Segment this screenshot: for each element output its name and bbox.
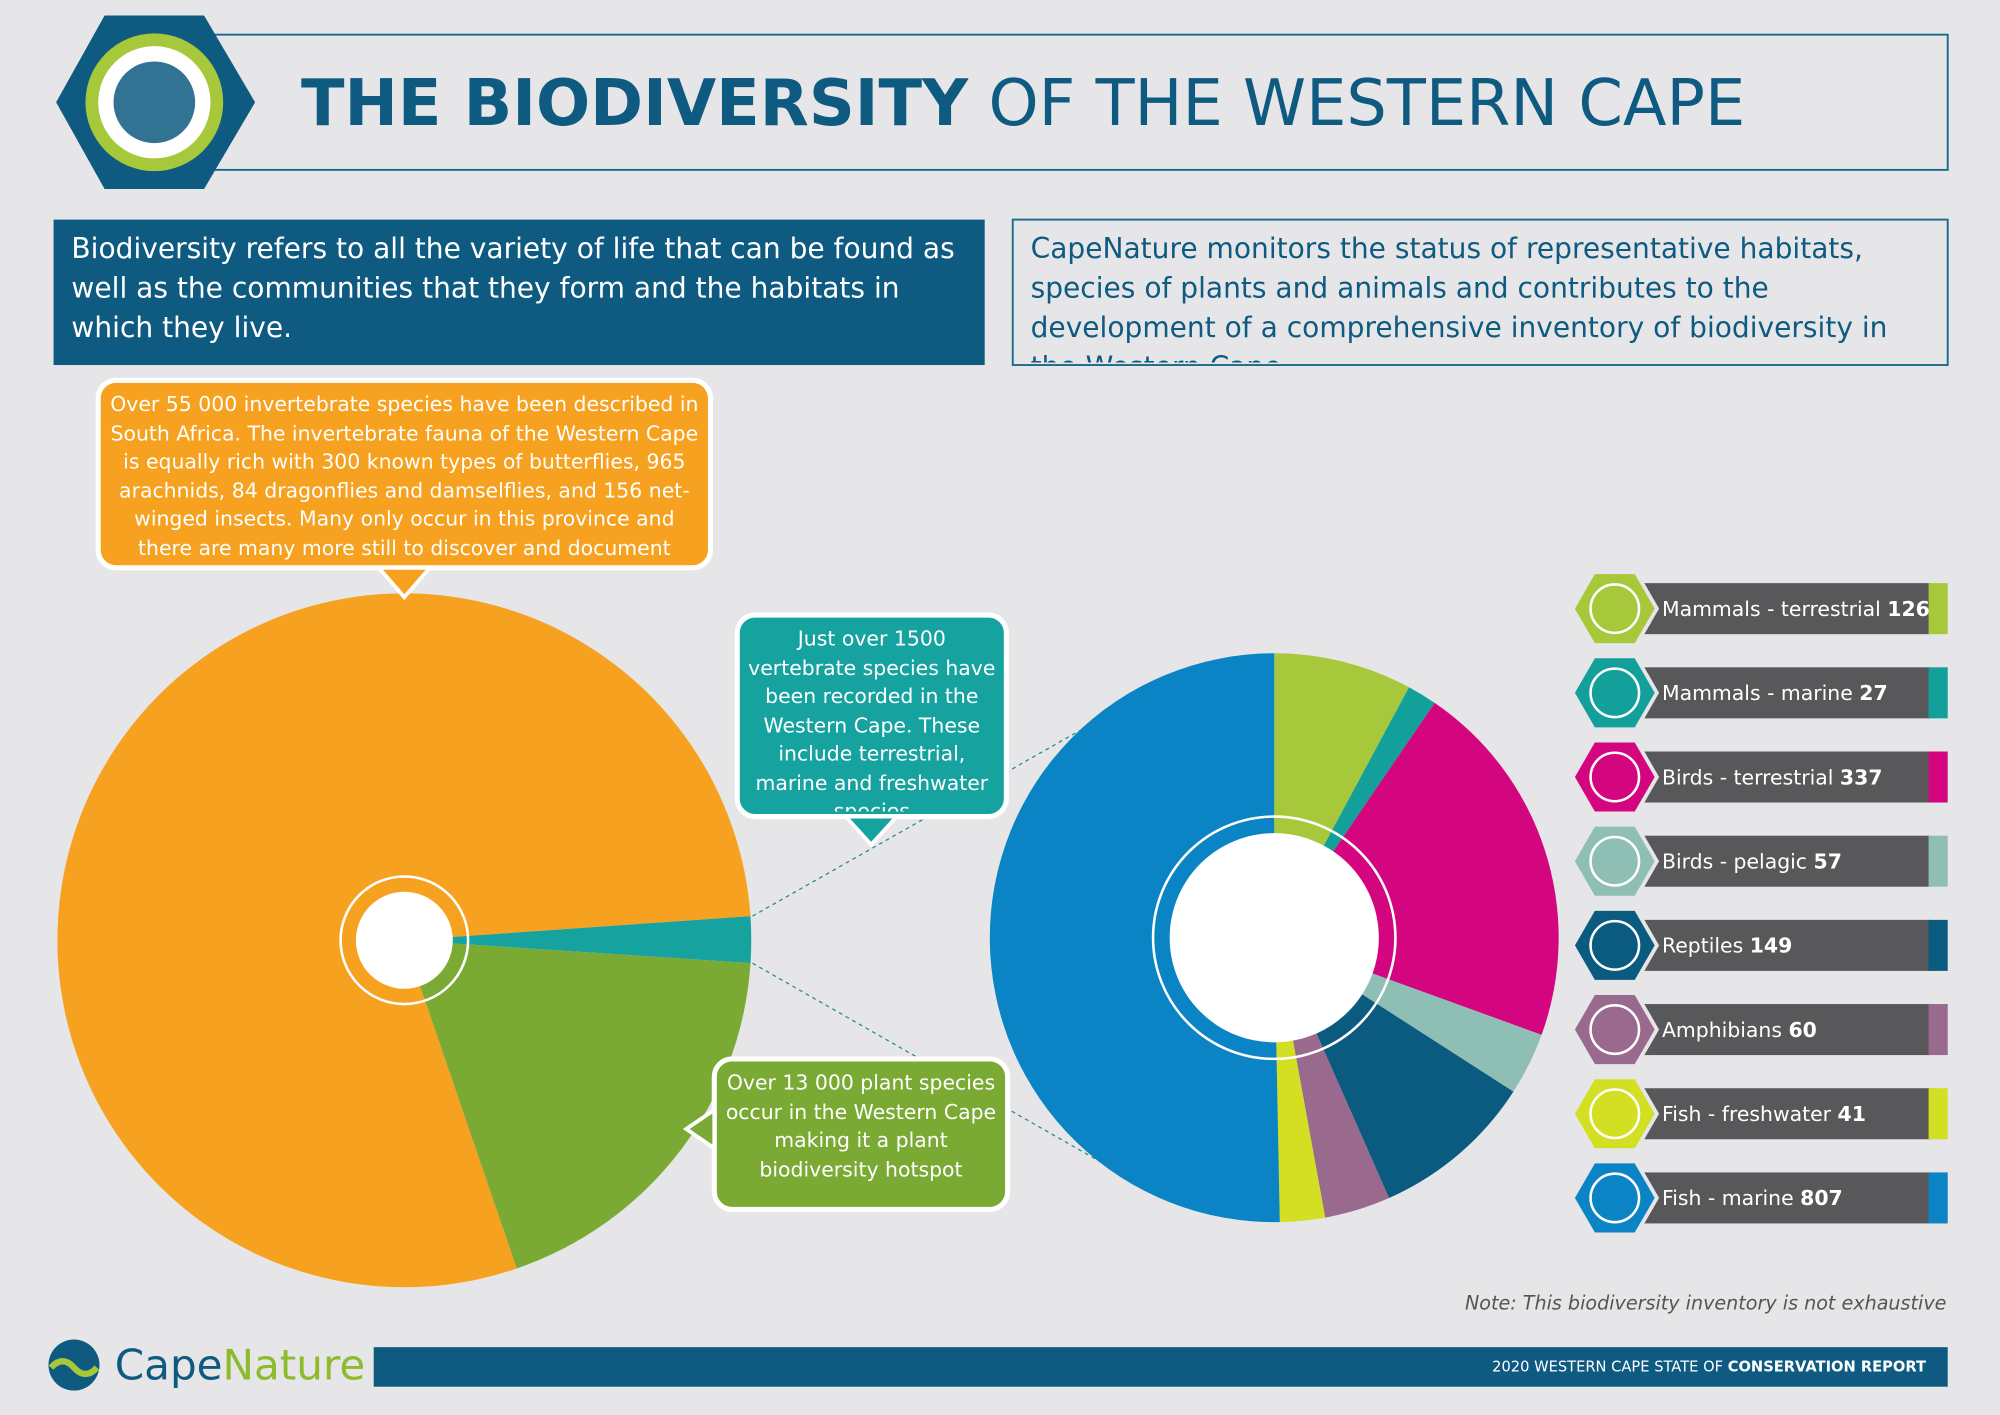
legend-name: Fish - marine xyxy=(1662,1186,1794,1210)
legend-name: Birds - terrestrial xyxy=(1662,765,1833,789)
legend-value: 149 xyxy=(1750,934,1793,958)
legend-hexagon xyxy=(1570,1159,1660,1237)
legend-bar xyxy=(1642,1088,1932,1140)
legend-value: 60 xyxy=(1788,1018,1816,1042)
legend-label: Amphibians 60 xyxy=(1662,1018,1817,1042)
logo-wave xyxy=(48,1358,100,1378)
legend-swatch xyxy=(1928,751,1948,803)
callout-wrap: Just over 1500 vertebrate species have b… xyxy=(748,626,996,812)
logo-part2: Nature xyxy=(223,1340,366,1389)
header-emblem-icon xyxy=(113,61,196,144)
legend-icon xyxy=(1589,1088,1641,1140)
title: THE BIODIVERSITY OF THE WESTERN CAPE xyxy=(301,67,1745,141)
legend-swatch xyxy=(1928,1088,1948,1140)
legend-hexagon xyxy=(1570,822,1660,900)
callout-wrap: Over 13 000 plant species occur in the W… xyxy=(725,1070,997,1181)
legend-icon xyxy=(1589,835,1641,887)
legend-value: 27 xyxy=(1859,681,1887,705)
callout-text: Over 55 000 invertebrate species have be… xyxy=(110,391,699,560)
legend-hexagon xyxy=(1570,907,1660,984)
intro-right-box xyxy=(1011,218,1949,366)
callout-text: Just over 1500 vertebrate species have b… xyxy=(748,626,996,812)
legend-value: 807 xyxy=(1800,1186,1843,1210)
legend-label: Birds - terrestrial 337 xyxy=(1662,765,1883,789)
legend-name: Mammals - terrestrial xyxy=(1662,597,1881,621)
legend-icon xyxy=(1589,919,1641,971)
callout-pointer xyxy=(841,814,902,848)
legend-value: 126 xyxy=(1887,597,1930,621)
legend-bar xyxy=(1642,1004,1932,1056)
legend-label: Fish - marine 807 xyxy=(1662,1186,1843,1210)
title-light: OF THE WESTERN CAPE xyxy=(988,67,1745,141)
legend-hexagon xyxy=(1570,738,1660,816)
legend-icon xyxy=(1589,751,1641,803)
legend-hexagon xyxy=(1570,1075,1660,1153)
connector xyxy=(752,720,1098,917)
footer-plain: 2020 WESTERN CAPE STATE OF xyxy=(1492,1359,1723,1376)
intro-right: CapeNature monitors the status of repres… xyxy=(1030,233,1888,363)
pie-ring xyxy=(339,875,470,1006)
callout-wrap: Over 55 000 invertebrate species have be… xyxy=(110,391,699,560)
legend-hexagon xyxy=(1570,570,1660,648)
callout-cover xyxy=(102,384,707,565)
intro-right-wrap: CapeNature monitors the status of repres… xyxy=(1030,233,1888,363)
legend-swatch xyxy=(1928,1004,1948,1056)
intro-left-box xyxy=(53,219,985,366)
legend-name: Reptiles xyxy=(1662,934,1743,958)
legend-label: Reptiles 149 xyxy=(1662,934,1792,958)
footer-text: 2020 WESTERN CAPE STATE OF CONSERVATION … xyxy=(1492,1359,1926,1376)
callout-text: Over 13 000 plant species occur in the W… xyxy=(725,1070,997,1181)
legend-name: Amphibians xyxy=(1662,1018,1782,1042)
legend-swatch xyxy=(1928,919,1948,971)
legend-label: Mammals - marine 27 xyxy=(1662,681,1888,705)
logo-part1: Cape xyxy=(115,1340,223,1389)
legend-value: 57 xyxy=(1814,849,1842,873)
legend-label: Mammals - terrestrial 126 xyxy=(1662,597,1930,621)
legend-swatch xyxy=(1928,1172,1948,1224)
callout-cover xyxy=(741,618,1003,813)
legend-swatch xyxy=(1928,835,1948,887)
legend-bar xyxy=(1642,1172,1932,1224)
legend-swatch xyxy=(1928,583,1948,635)
legend-icon xyxy=(1589,1004,1641,1056)
legend-icon xyxy=(1589,1172,1641,1224)
legend-name: Mammals - marine xyxy=(1662,681,1853,705)
pie-slice xyxy=(404,940,751,1269)
legend-bar xyxy=(1642,583,1932,635)
legend-name: Birds - pelagic xyxy=(1662,849,1807,873)
legend-name: Fish - freshwater xyxy=(1662,1102,1832,1126)
intro-left-wrap: Biodiversity refers to all the variety o… xyxy=(71,233,955,345)
legend-value: 337 xyxy=(1840,765,1883,789)
pie-hole xyxy=(355,891,453,989)
legend-hexagon xyxy=(1570,991,1660,1068)
footer-bar xyxy=(373,1347,1948,1387)
callout-pointer xyxy=(374,565,435,601)
legend-label: Fish - freshwater 41 xyxy=(1662,1102,1866,1126)
pie-slice xyxy=(989,653,1280,1223)
footer-bold: CONSERVATION REPORT xyxy=(1728,1359,1926,1376)
pie-ring xyxy=(1151,815,1397,1061)
pie-slice xyxy=(404,916,752,964)
legend-label: Birds - pelagic 57 xyxy=(1662,849,1842,873)
legend-swatch xyxy=(1928,667,1948,719)
legend-bar xyxy=(1642,835,1932,887)
callout-cover xyxy=(718,1062,1004,1206)
legend-hexagon xyxy=(1570,654,1660,732)
intro-left: Biodiversity refers to all the variety o… xyxy=(71,233,955,345)
title-bold: THE BIODIVERSITY xyxy=(301,67,969,141)
callout-pointer xyxy=(682,1106,717,1152)
legend-bar xyxy=(1642,919,1932,971)
pie-hole xyxy=(1169,833,1379,1043)
legend-bar xyxy=(1642,667,1932,719)
logo: CapeNature xyxy=(115,1340,365,1389)
legend-icon xyxy=(1589,583,1641,635)
legend-icon xyxy=(1589,667,1641,719)
legend-value: 41 xyxy=(1838,1102,1866,1126)
note: Note: This biodiversity inventory is not… xyxy=(1465,1291,1946,1314)
legend-bar xyxy=(1642,751,1932,803)
